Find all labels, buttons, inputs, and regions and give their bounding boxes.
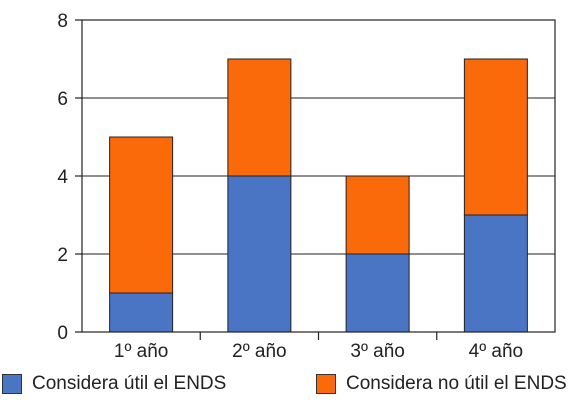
- x-tick-label: 4º año: [469, 341, 524, 362]
- bar-segment-no-util: [227, 58, 292, 177]
- y-axis: 0 2 4 6 8: [57, 11, 82, 344]
- legend-swatch-util: [2, 374, 22, 394]
- y-tick-label: 8: [57, 11, 68, 32]
- x-tick-label: 1º año: [114, 341, 169, 362]
- legend-item-util: Considera útil el ENDS: [2, 372, 226, 396]
- legend-label-util: Considera útil el ENDS: [32, 373, 227, 394]
- bar-segment-no-util: [463, 58, 528, 216]
- bar-segment-util: [109, 292, 174, 333]
- bar-segment-no-util: [109, 136, 174, 294]
- x-tick-label: 3º año: [350, 341, 405, 362]
- x-axis: 1º año 2º año 3º año 4º año: [114, 332, 523, 362]
- legend-label-no-util: Considera no útil el ENDS: [346, 373, 567, 394]
- legend-item-no-util: Considera no útil el ENDS: [316, 372, 567, 396]
- y-tick-label: 6: [57, 89, 68, 110]
- bars: [109, 58, 528, 333]
- y-tick-label: 0: [57, 323, 68, 344]
- bar-segment-util: [463, 214, 528, 333]
- bar-segment-util: [345, 253, 410, 333]
- y-tick-label: 4: [57, 167, 68, 188]
- bar-segment-no-util: [345, 175, 410, 255]
- legend-swatch-no-util: [316, 374, 336, 394]
- y-tick-label: 2: [57, 245, 68, 266]
- bar-segment-util: [227, 175, 292, 333]
- x-tick-label: 2º año: [232, 341, 287, 362]
